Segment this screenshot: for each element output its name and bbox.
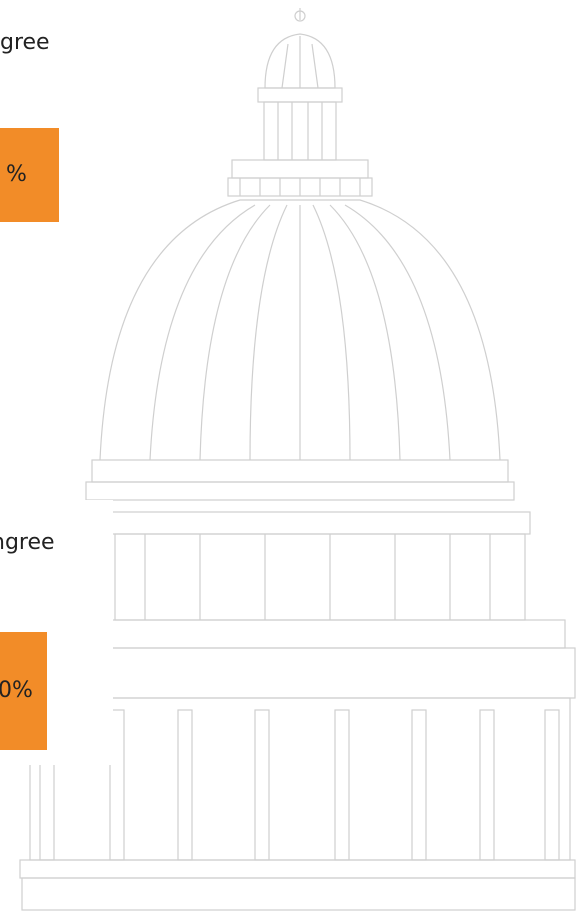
page: gree % ngree 0% (() => { const data = JS…	[0, 0, 579, 914]
result-box: 0%	[0, 632, 47, 750]
result-value: %	[6, 162, 27, 187]
result-value: 0%	[0, 678, 33, 703]
top-panel: gree %	[0, 0, 66, 236]
bottom-panel: ngree 0%	[0, 500, 113, 765]
option-label: ngree	[0, 530, 55, 555]
result-box: %	[0, 128, 59, 222]
option-label: gree	[0, 30, 50, 55]
capitol-dome-illustration	[0, 0, 579, 914]
